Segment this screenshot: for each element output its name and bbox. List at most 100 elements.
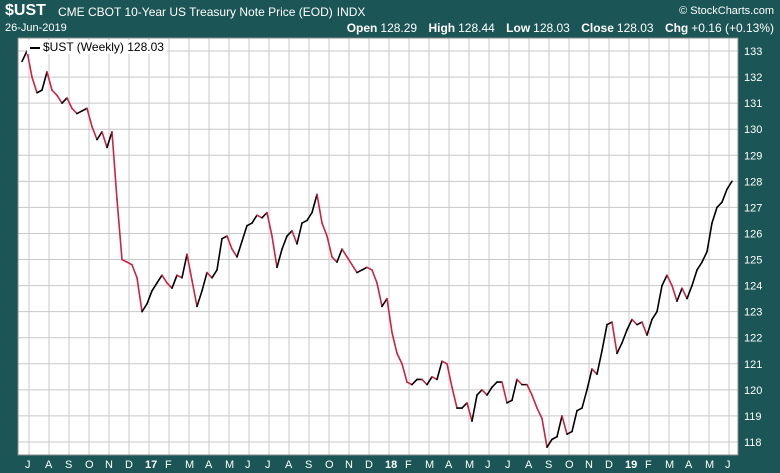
- x-tick-label: A: [285, 459, 293, 471]
- price-segment: [311, 193, 318, 214]
- chart-title: CME CBOT 10-Year US Treasury Note Price …: [58, 5, 365, 19]
- price-segment: [461, 402, 468, 409]
- price-segment: [86, 107, 93, 128]
- price-segment: [566, 430, 573, 435]
- x-tick-label: 17: [145, 459, 157, 471]
- price-segment: [706, 222, 713, 253]
- price-segment: [626, 318, 633, 331]
- price-segment: [161, 274, 168, 284]
- price-segment: [231, 248, 238, 258]
- price-segment: [381, 297, 388, 308]
- x-tick-label: A: [445, 459, 453, 471]
- price-segment: [96, 131, 103, 141]
- price-segment: [141, 303, 148, 313]
- x-tick-label: A: [525, 459, 533, 471]
- change-label: Chg: [664, 21, 689, 35]
- price-segment: [76, 110, 83, 115]
- y-tick-label: 125: [744, 255, 762, 267]
- price-segment: [81, 107, 88, 112]
- price-segment: [526, 383, 533, 396]
- high-value: 128.44: [458, 21, 495, 35]
- x-tick-label: N: [345, 459, 353, 471]
- y-tick-label: 127: [744, 202, 762, 214]
- x-tick-label: F: [645, 459, 652, 471]
- price-segment: [691, 269, 698, 287]
- price-segment: [376, 282, 383, 308]
- low-value: 128.03: [533, 21, 570, 35]
- x-tick-label: D: [365, 459, 373, 471]
- y-tick-label: 129: [744, 150, 762, 162]
- price-segment: [251, 214, 258, 224]
- x-tick-label: J: [505, 459, 511, 471]
- price-segment: [581, 389, 588, 409]
- quote-date: 26-Jun-2019: [5, 22, 67, 34]
- price-segment: [121, 258, 128, 263]
- y-tick-label: 121: [744, 359, 762, 371]
- price-segment: [556, 415, 563, 438]
- close-value: 128.03: [616, 21, 654, 35]
- brand-watermark[interactable]: © StockCharts.com: [679, 5, 774, 17]
- price-segment: [676, 287, 683, 303]
- price-segment: [551, 435, 558, 441]
- price-segment: [391, 331, 398, 355]
- plot-area: [18, 38, 738, 455]
- price-segment: [66, 97, 73, 110]
- price-segment: [641, 321, 648, 336]
- exchange-label: INDX: [336, 5, 366, 19]
- x-tick-label: J: [245, 459, 251, 471]
- price-segment: [386, 297, 393, 334]
- price-segment: [411, 378, 418, 386]
- x-tick-label: M: [425, 459, 434, 471]
- price-segment: [341, 248, 348, 258]
- price-segment: [336, 248, 343, 263]
- price-segment: [106, 131, 113, 149]
- x-tick-label: S: [305, 459, 312, 471]
- price-segment: [286, 230, 293, 237]
- price-segment: [696, 261, 703, 271]
- price-segment: [351, 263, 358, 274]
- price-segment: [281, 235, 288, 250]
- price-segment: [366, 266, 373, 271]
- x-tick-label: S: [65, 459, 72, 471]
- price-segment: [321, 222, 328, 237]
- price-segment: [616, 342, 623, 355]
- price-segment: [246, 222, 253, 227]
- price-segment: [546, 438, 553, 448]
- x-tick-label: N: [585, 459, 593, 471]
- x-tick-label: D: [125, 459, 133, 471]
- price-segment: [451, 386, 458, 409]
- x-tick-label: M: [705, 459, 714, 471]
- ohlc-readout: Open 128.29 High 128.44 Low 128.03 Close 128…: [339, 21, 774, 35]
- price-segment: [46, 71, 53, 91]
- x-tick-label: F: [165, 459, 172, 471]
- y-tick-label: 119: [744, 411, 762, 423]
- price-segment: [171, 274, 178, 290]
- price-segment: [426, 376, 433, 386]
- price-segment: [131, 263, 138, 279]
- price-segment: [406, 381, 413, 386]
- price-segment: [151, 282, 158, 292]
- price-segment: [651, 310, 658, 321]
- x-tick-label: J: [725, 459, 731, 471]
- price-segment: [611, 321, 618, 355]
- price-segment: [116, 198, 123, 261]
- price-segment: [591, 368, 598, 376]
- y-tick-label: 123: [744, 307, 762, 319]
- x-tick-label: D: [605, 459, 613, 471]
- price-segment: [486, 386, 493, 396]
- price-segment: [631, 318, 638, 326]
- price-segment: [721, 188, 728, 203]
- chart-legend: $UST (Weekly) 128.03: [27, 40, 167, 54]
- price-segment: [226, 235, 233, 250]
- change-value: +0.16 (+0.13%): [691, 21, 774, 35]
- price-segment: [126, 261, 133, 266]
- x-tick-label: F: [405, 459, 412, 471]
- price-segment: [176, 274, 183, 279]
- ticker-symbol[interactable]: $UST: [5, 2, 46, 19]
- price-segment: [71, 107, 78, 115]
- x-tick-label: M: [225, 459, 234, 471]
- price-segment: [221, 235, 228, 240]
- y-tick-label: 131: [744, 98, 762, 110]
- x-tick-label: J: [25, 459, 31, 471]
